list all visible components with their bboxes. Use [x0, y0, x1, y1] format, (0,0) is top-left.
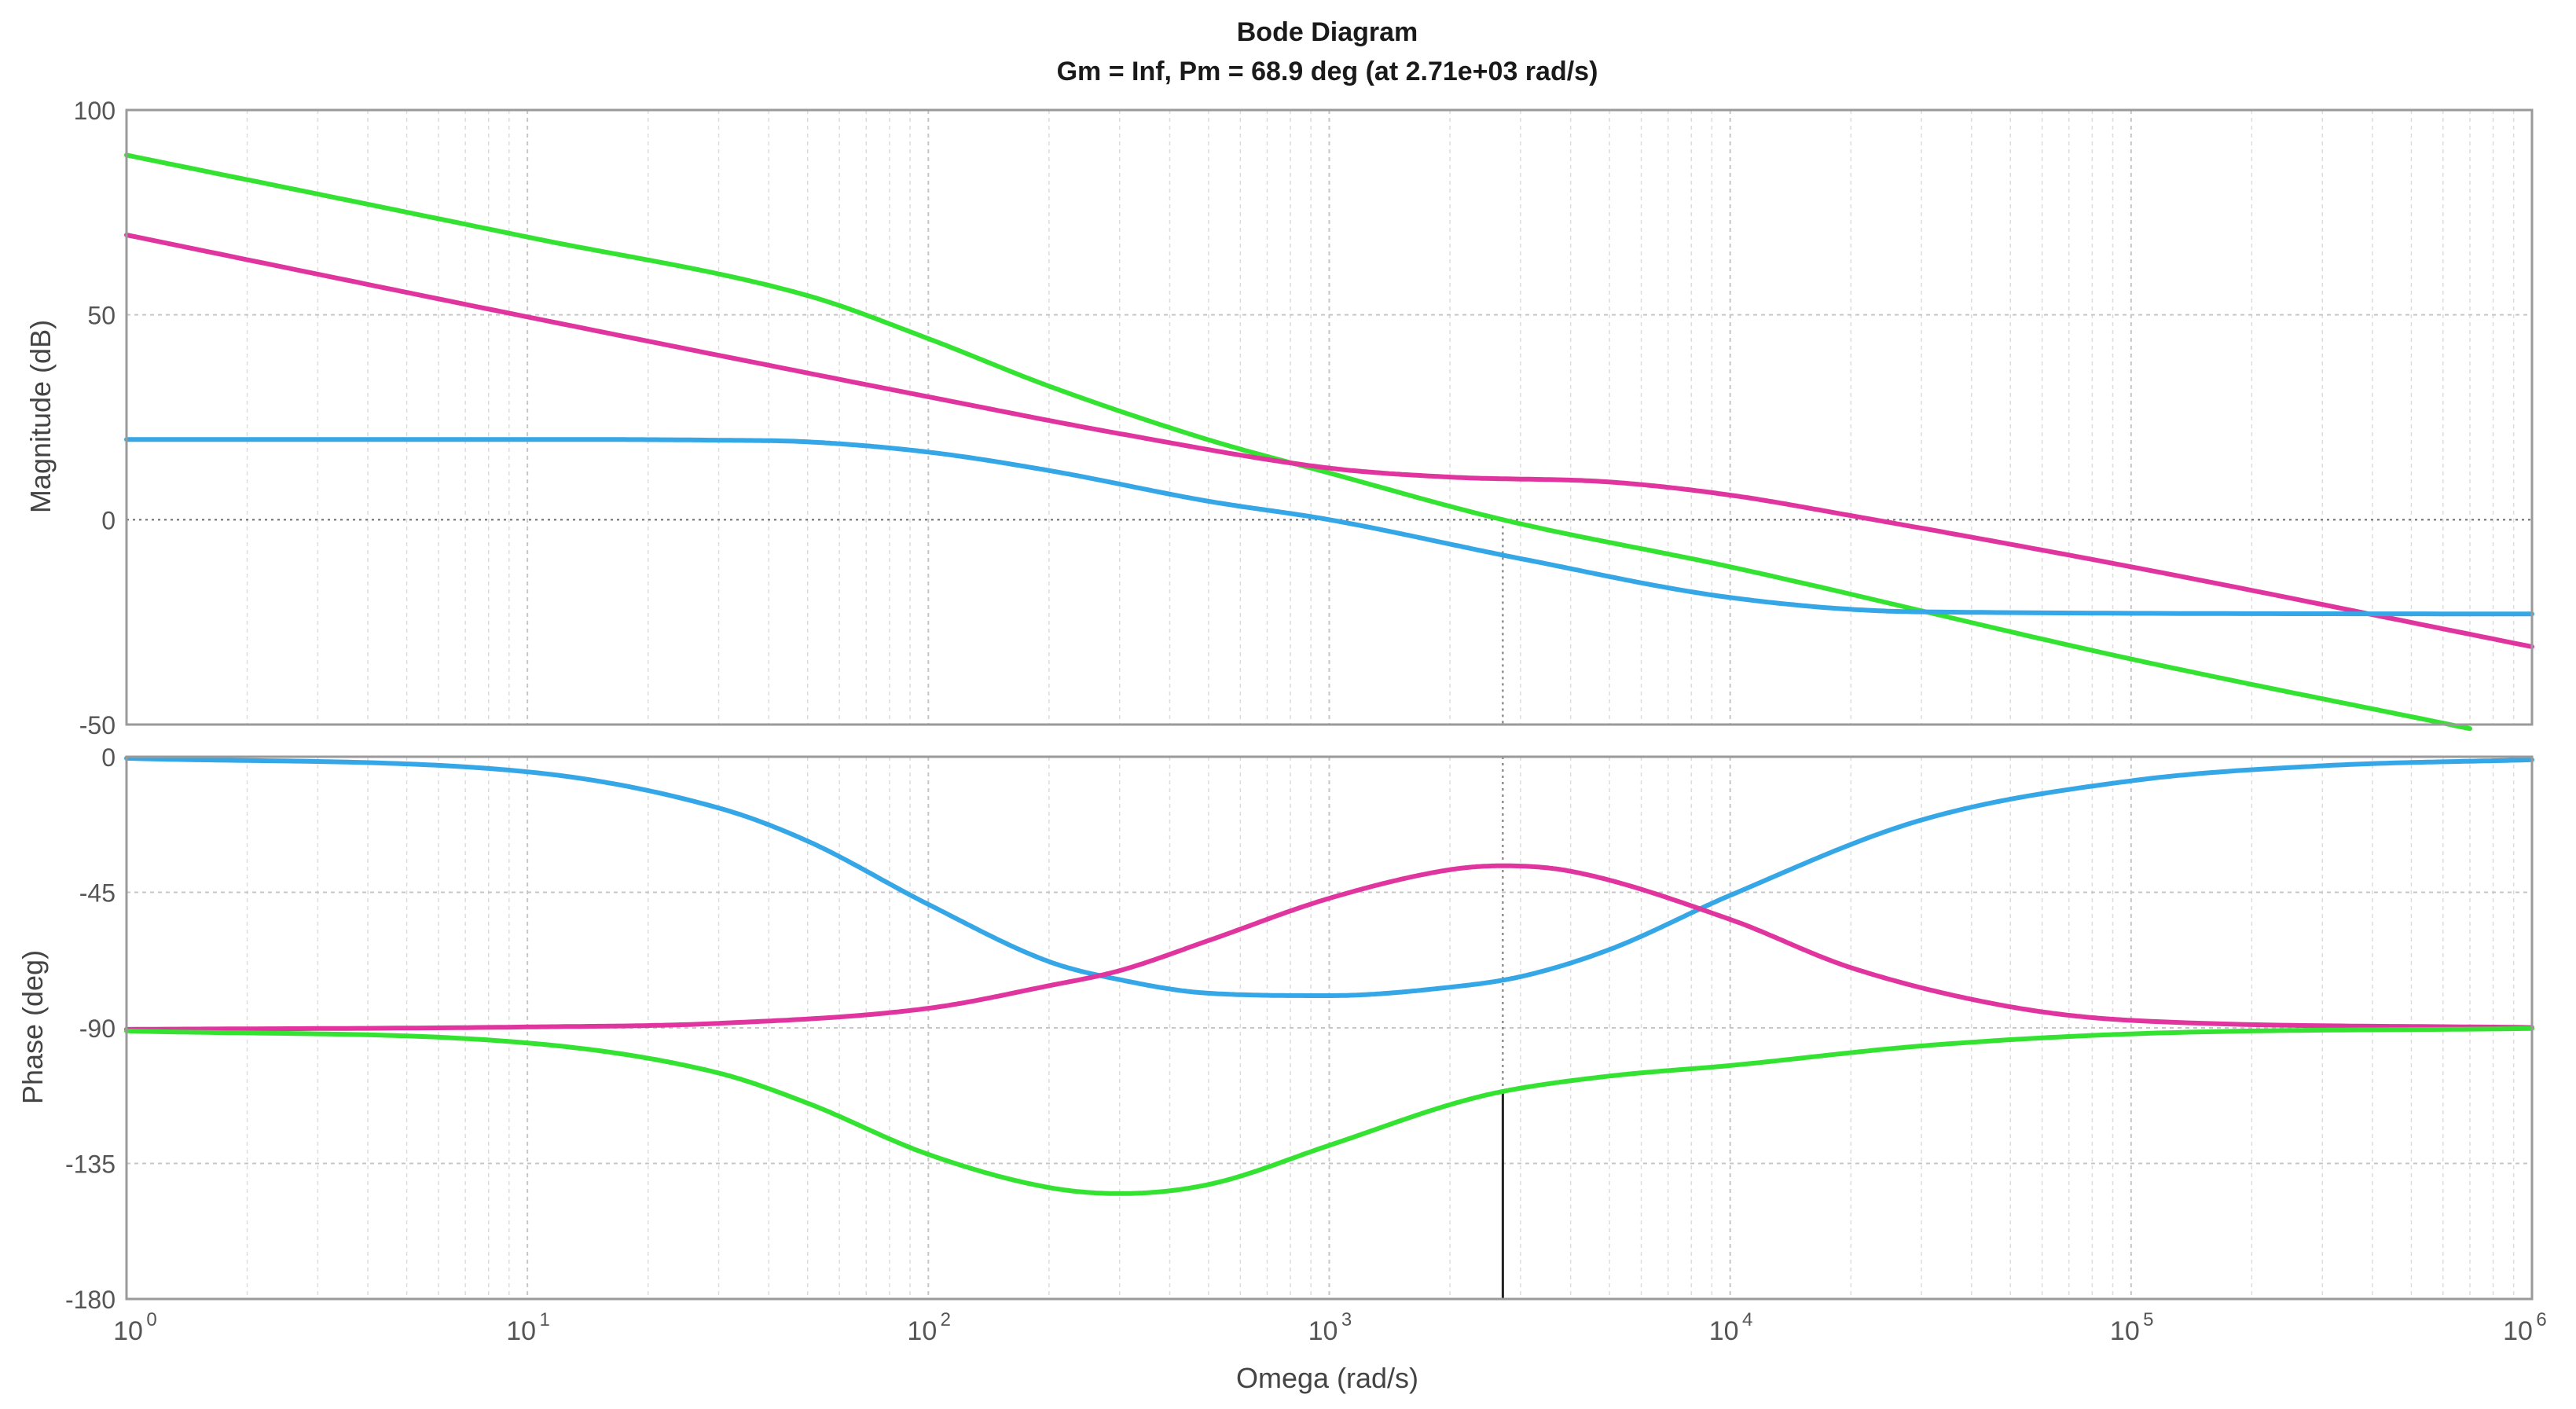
magnitude-y-tick-label: -50	[79, 711, 116, 739]
x-tick-exponent: 2	[941, 1309, 951, 1330]
x-tick-label: 10	[113, 1316, 143, 1346]
x-axis-label: Omega (rad/s)	[1236, 1362, 1418, 1394]
phase-y-tick-label: 0	[101, 743, 116, 772]
chart-subtitle: Gm = Inf, Pm = 68.9 deg (at 2.71e+03 rad…	[1057, 57, 1598, 86]
x-tick-exponent: 5	[2143, 1309, 2153, 1330]
phase-series-2-line	[124, 863, 2534, 1032]
x-tick-exponent: 1	[539, 1309, 549, 1330]
magnitude-series-2-line	[124, 233, 2534, 649]
magnitude-y-tick-label: 100	[74, 97, 116, 125]
x-tick-exponent: 4	[1742, 1309, 1752, 1330]
chart-title: Bode Diagram	[1237, 17, 1418, 47]
magnitude-axis-label: Magnitude (dB)	[24, 320, 57, 513]
phase-plot-frame	[125, 755, 2534, 1301]
x-tick-exponent: 3	[1341, 1309, 1352, 1330]
x-tick-label: 10	[1308, 1316, 1338, 1346]
magnitude-y-tick-label: 50	[87, 302, 116, 330]
phase-series-3-line	[124, 1026, 2534, 1196]
phase-series-1-line	[124, 755, 2534, 998]
x-tick-label: 10	[1709, 1316, 1739, 1346]
x-tick-label: 10	[506, 1316, 536, 1346]
x-tick-exponent: 0	[146, 1309, 156, 1330]
x-tick-label: 10	[907, 1316, 937, 1346]
magnitude-y-tick-label: 0	[101, 506, 116, 534]
labels-layer: Bode Diagram Gm = Inf, Pm = 68.9 deg (at…	[17, 17, 1598, 1394]
magnitude-series-1-line	[124, 152, 2472, 732]
grid-layer	[126, 109, 2533, 1300]
x-tick-label: 10	[2503, 1316, 2533, 1346]
x-tick-exponent: 6	[2536, 1309, 2546, 1330]
phase-y-tick-label: -180	[65, 1286, 116, 1314]
phase-y-tick-label: -90	[79, 1015, 116, 1043]
phase-y-tick-label: -135	[65, 1150, 116, 1179]
magnitude-series-3-line	[124, 437, 2534, 617]
frames-layer	[125, 108, 2534, 1301]
magnitude-plot-frame	[125, 108, 2534, 726]
x-tick-label: 10	[2110, 1316, 2140, 1346]
phase-y-tick-label: -45	[79, 879, 116, 908]
curves-layer	[124, 152, 2534, 1196]
phase-axis-label: Phase (deg)	[17, 950, 49, 1104]
